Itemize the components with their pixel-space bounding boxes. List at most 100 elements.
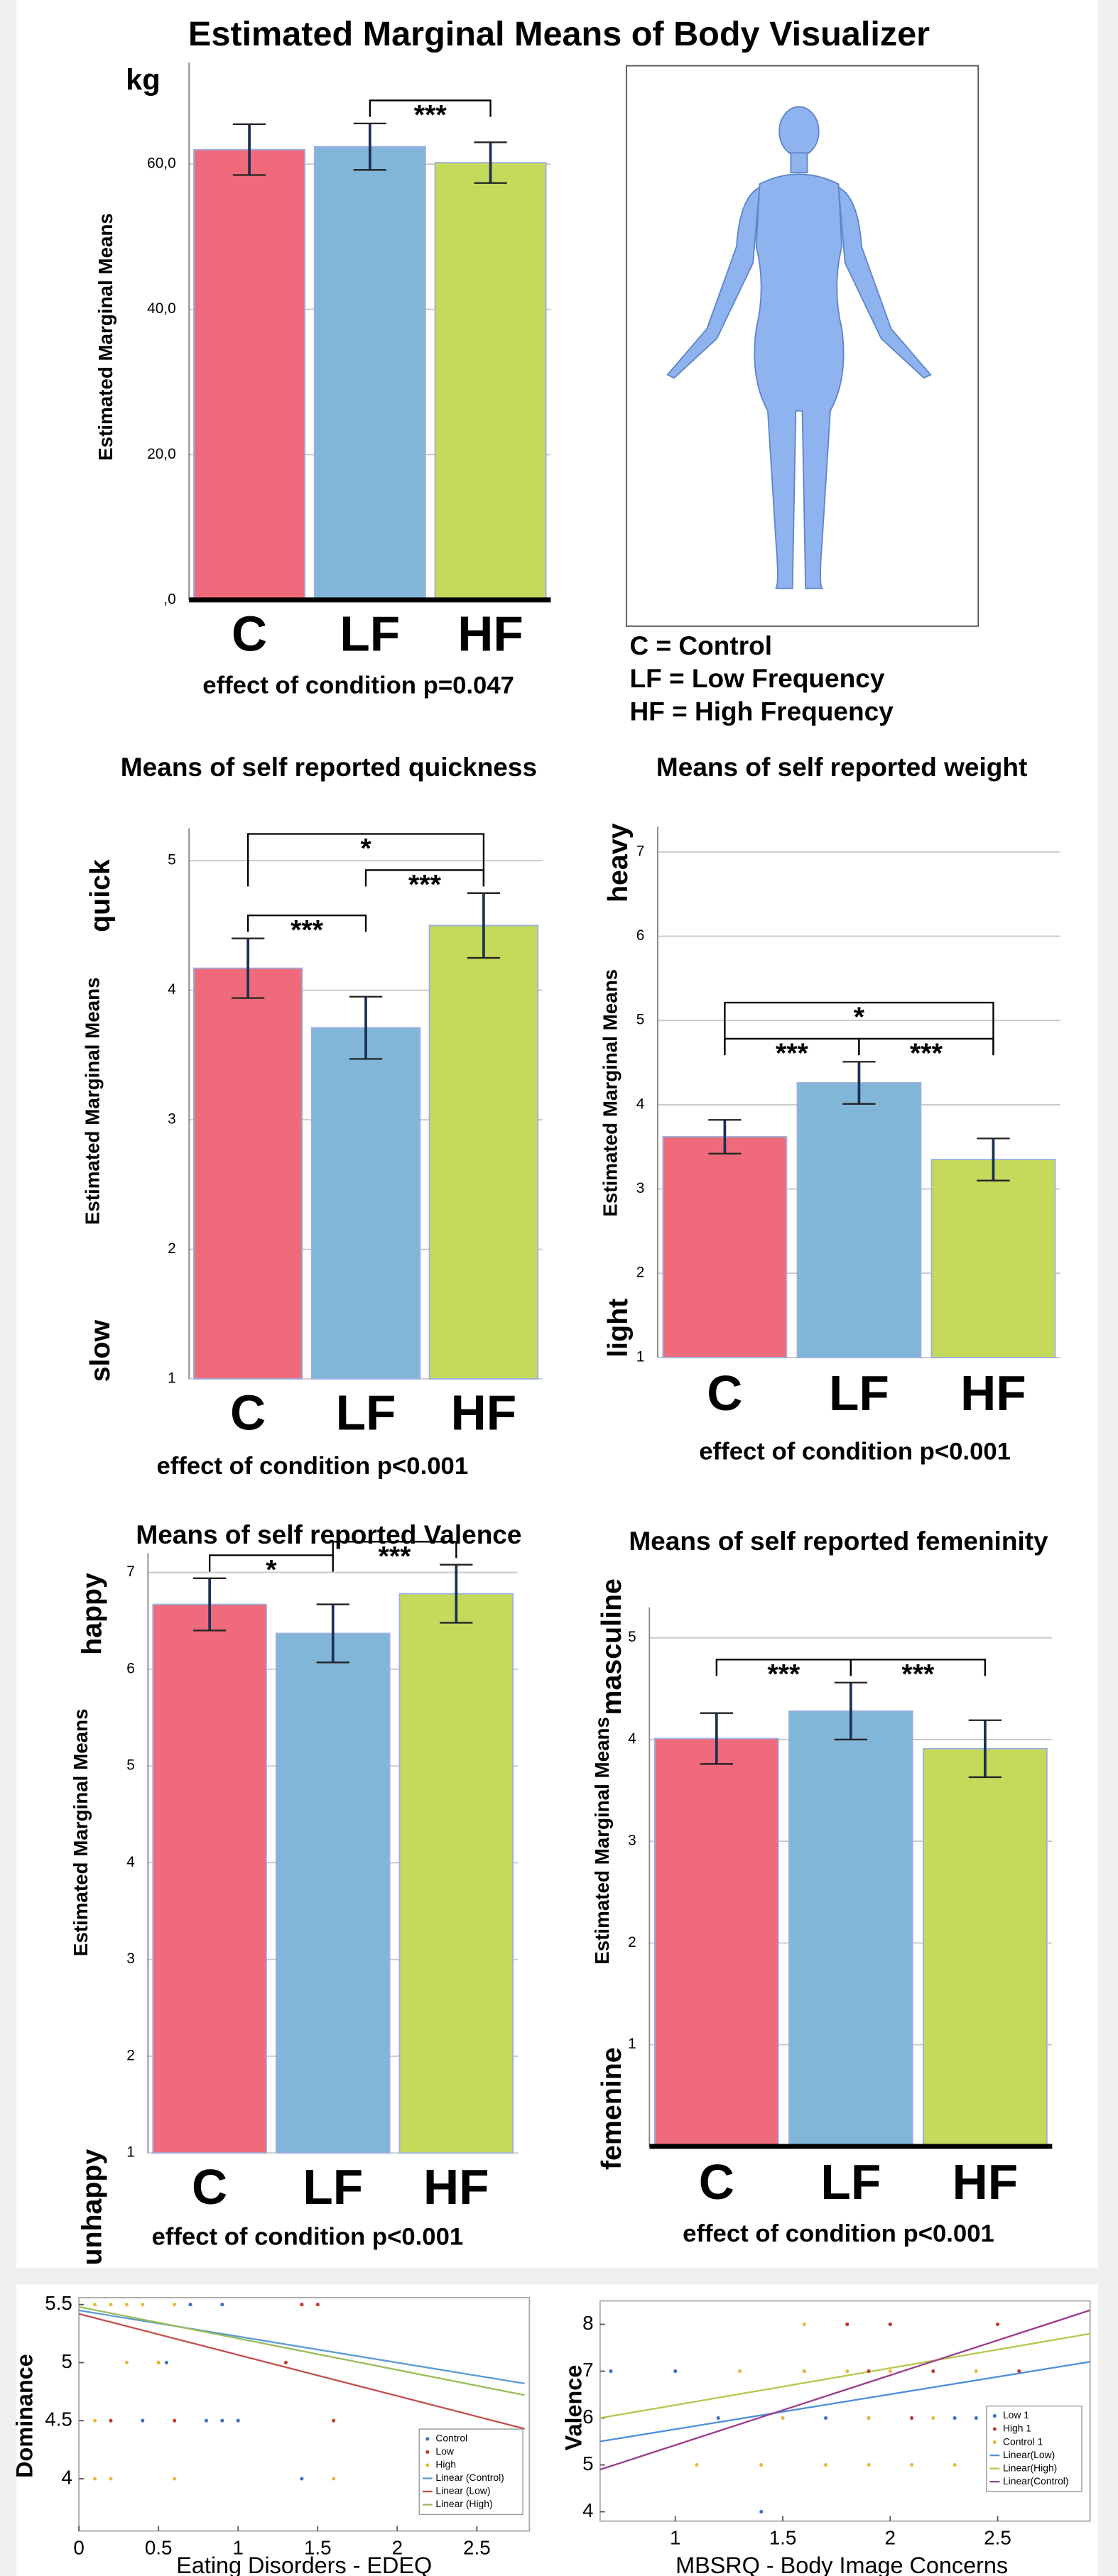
- point: [93, 2419, 97, 2423]
- point: [717, 2416, 720, 2420]
- effect-note: effect of condition p=0.047: [202, 672, 514, 699]
- y-tick-label: 7: [636, 843, 645, 859]
- point: [673, 2369, 677, 2373]
- bar: [194, 968, 303, 1379]
- bar: [932, 1159, 1055, 1358]
- y-tick-label: 4: [636, 1096, 645, 1112]
- point: [1017, 2369, 1021, 2373]
- y-tick-label: 2: [168, 1240, 176, 1257]
- point: [141, 2303, 144, 2306]
- page: Estimated Marginal Means of Body Visuali…: [0, 0, 1118, 2576]
- point: [824, 2416, 827, 2420]
- y-tick-label: 4: [582, 2499, 593, 2521]
- legend-label: High 1: [1003, 2423, 1031, 2434]
- figure: Estimated Marginal Means of Body Visuali…: [0, 0, 1118, 2576]
- point: [953, 2463, 956, 2467]
- point: [109, 2419, 112, 2423]
- bar: [923, 1749, 1047, 2146]
- legend-marker: [993, 2440, 997, 2444]
- y-tick-label: 4: [628, 1730, 636, 1747]
- point: [889, 2369, 892, 2373]
- point: [173, 2303, 176, 2306]
- point: [300, 2477, 303, 2480]
- axis-end-label: light: [602, 1299, 634, 1358]
- x-tick-label: 0: [73, 2536, 84, 2558]
- bar: [153, 1605, 266, 2154]
- x-tick-label: LF: [820, 2154, 881, 2210]
- x-tick-label: 1: [670, 2526, 680, 2548]
- legend-marker: [425, 2450, 429, 2454]
- significance-label: ***: [408, 869, 442, 900]
- point: [188, 2303, 192, 2306]
- y-tick-label: 4: [168, 981, 176, 998]
- significance-label: ***: [910, 1038, 943, 1069]
- axis-end-label: unhappy: [76, 2149, 107, 2266]
- point: [931, 2369, 935, 2373]
- axis-end-label: slow: [85, 1320, 116, 1382]
- point: [237, 2419, 240, 2423]
- point: [975, 2369, 978, 2373]
- point: [300, 2303, 303, 2306]
- x-tick-label: C: [192, 2159, 227, 2215]
- y-tick-label: 1: [628, 2036, 636, 2052]
- effect-note: effect of condition p<0.001: [683, 2220, 994, 2247]
- legend-marker: [425, 2437, 429, 2440]
- y-axis-title: Estimated Marginal Means: [591, 1717, 613, 1965]
- point: [141, 2419, 144, 2423]
- unit-label: kg: [126, 63, 161, 97]
- legend-label: Control: [435, 2433, 467, 2444]
- point: [803, 2323, 806, 2326]
- legend-label: Control 1: [1003, 2435, 1043, 2447]
- legend-marker: [993, 2428, 997, 2431]
- bar: [312, 1028, 420, 1379]
- point: [173, 2477, 176, 2480]
- y-tick-label: 3: [126, 1950, 135, 1967]
- legend-label: Linear(Control): [1003, 2475, 1069, 2487]
- point: [867, 2416, 870, 2420]
- y-axis-title: Estimated Marginal Means: [70, 1708, 92, 1956]
- significance-label: ***: [414, 99, 447, 131]
- y-axis-title: Valence: [561, 2365, 587, 2451]
- x-tick-label: LF: [340, 606, 400, 661]
- significance-label: *: [854, 1002, 865, 1033]
- bar: [194, 150, 305, 600]
- legend-label: Linear (High): [435, 2498, 492, 2509]
- point: [931, 2416, 935, 2420]
- significance-label: ***: [776, 1038, 809, 1069]
- y-axis-title: Estimated Marginal Means: [599, 969, 621, 1217]
- point: [157, 2361, 161, 2364]
- y-tick-label: 4: [61, 2466, 72, 2488]
- y-tick-label: 3: [168, 1111, 176, 1128]
- point: [609, 2369, 612, 2373]
- point: [695, 2463, 698, 2467]
- x-tick-label: HF: [457, 606, 523, 661]
- y-tick-label: 3: [636, 1180, 645, 1196]
- bar: [797, 1083, 921, 1358]
- axis-end-label: quick: [85, 859, 116, 932]
- point: [220, 2419, 224, 2423]
- bar: [430, 925, 538, 1379]
- x-tick-label: HF: [953, 2154, 1019, 2210]
- axis-end-label: happy: [76, 1573, 107, 1655]
- effect-note: effect of condition p<0.001: [152, 2224, 464, 2251]
- chart-title: Means of self reported weight: [656, 752, 1027, 782]
- x-tick-label: C: [699, 2154, 734, 2210]
- point: [867, 2463, 870, 2467]
- legend-label: Linear(Low): [1003, 2449, 1055, 2460]
- significance-label: ***: [901, 1659, 935, 1690]
- legend-label: High: [435, 2459, 456, 2470]
- point: [109, 2477, 112, 2480]
- y-tick-label: 5.5: [45, 2292, 72, 2314]
- y-tick-label: 2: [636, 1265, 645, 1281]
- point: [953, 2416, 956, 2420]
- x-tick-label: 2.5: [984, 2526, 1011, 2548]
- point: [109, 2303, 112, 2306]
- point: [781, 2416, 784, 2420]
- significance-label: ***: [379, 1541, 412, 1572]
- point: [738, 2369, 742, 2373]
- bar: [315, 147, 425, 600]
- panel: [16, 2284, 1098, 2576]
- axis-end-label: femenine: [596, 2047, 627, 2170]
- point: [845, 2323, 849, 2326]
- y-tick-label: 1: [636, 1348, 645, 1365]
